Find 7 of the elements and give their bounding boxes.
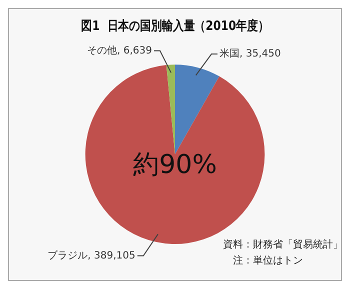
slice-label: その他, 6,639 — [86, 44, 152, 56]
slice-label: 米国, 35,450 — [219, 48, 281, 60]
chart-title: 図1 日本の国別輸入量（2010年度） — [81, 18, 269, 34]
text: 資料：財務省「貿易統計」 — [223, 238, 343, 251]
text: 注：単位はトン — [233, 254, 303, 267]
slice-label: ブラジル, 389,105 — [48, 249, 136, 262]
text: 約90% — [133, 150, 217, 180]
